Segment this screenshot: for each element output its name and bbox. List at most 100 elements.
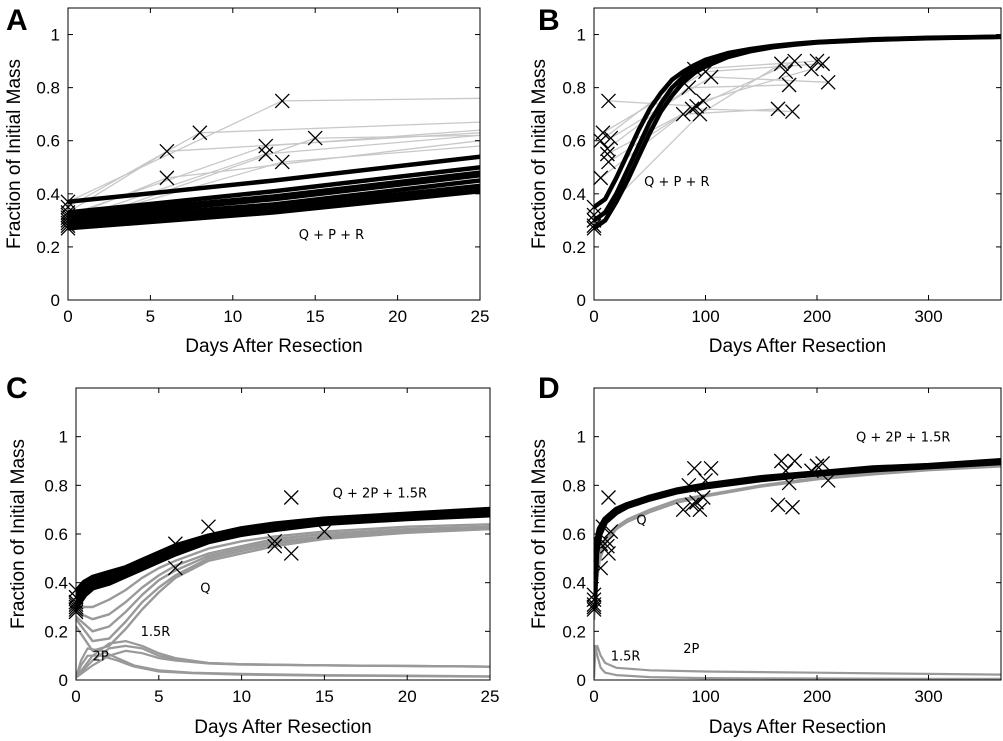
model-fit-line [68, 170, 480, 218]
y-tick-label: 0.6 [562, 525, 586, 544]
data-point-marker [167, 560, 183, 576]
data-point-marker [595, 125, 611, 141]
data-trajectory-line [606, 108, 794, 155]
x-tick-label: 300 [914, 687, 942, 706]
y-tick-label: 0.6 [36, 132, 60, 151]
y-tick-label: 0.6 [44, 525, 68, 544]
x-axis-label: Days After Resection [709, 336, 886, 357]
annotation-label: Q + 2P + 1.5R [856, 431, 950, 446]
y-tick-label: 0 [577, 671, 586, 690]
data-point-marker [684, 497, 700, 513]
data-point-marker [267, 538, 283, 554]
data-point-marker [820, 74, 836, 90]
data-point-marker [692, 502, 708, 518]
panel-a: 0 5 10 15 20 25 0 0.2 0.4 0.6 0.8 1 Days After Resec… [4, 4, 489, 357]
series-1-5r-line [76, 640, 490, 679]
data-point-marker [820, 473, 836, 488]
x-tick-label: 200 [803, 687, 831, 706]
data-point-marker [167, 536, 183, 552]
data-point-marker [283, 490, 299, 505]
series-2p-line [76, 654, 490, 679]
data-point-marker [681, 477, 697, 493]
data-point-marker [698, 473, 713, 488]
data-point-marker [703, 460, 719, 476]
x-tick-label: 100 [691, 307, 719, 326]
y-tick-label: 0.4 [562, 185, 586, 204]
data-point-marker [601, 93, 616, 109]
data-point-marker [159, 143, 175, 159]
data-point-marker [689, 494, 705, 510]
y-tick-label: 1 [577, 428, 586, 447]
series-q-line [76, 527, 490, 652]
data-point-marker [593, 170, 609, 186]
y-tick-label: 0 [59, 671, 68, 690]
y-axis-label: Fraction of Initial Mass [529, 59, 550, 249]
annotation-label: Q [200, 581, 210, 596]
x-tick-label: 300 [914, 307, 942, 326]
data-point-marker [201, 519, 216, 535]
y-tick-label: 0.8 [562, 79, 586, 98]
y-tick-label: 0.2 [562, 238, 586, 257]
y-tick-label: 0.4 [36, 185, 60, 204]
data-point-marker [675, 502, 691, 518]
x-tick-label: 200 [803, 307, 831, 326]
data-point-marker [601, 546, 616, 561]
model-fit-line [68, 188, 480, 231]
data-point-marker [192, 125, 208, 141]
data-point-marker [675, 106, 691, 122]
model-fit-line [68, 165, 480, 215]
y-tick-label: 0.8 [562, 476, 586, 495]
data-point-marker [686, 460, 702, 476]
x-tick-label: 0 [589, 307, 598, 326]
data-point-marker [803, 61, 819, 77]
annotation-label: 1.5R [611, 650, 641, 665]
annotation-label: 2P [683, 642, 699, 657]
annotation-label: 2P [93, 650, 109, 665]
x-tick-label: 0 [63, 307, 72, 326]
panel-letter: C [6, 372, 28, 405]
x-tick-label: 25 [481, 687, 500, 706]
data-point-marker [773, 453, 789, 469]
x-tick-label: 10 [232, 687, 251, 706]
y-tick-label: 0.8 [44, 476, 68, 495]
data-point-marker [778, 64, 794, 80]
plot-area [594, 34, 1001, 231]
axes-box [75, 387, 491, 681]
data-point-marker [307, 130, 323, 146]
x-tick-label: 0 [71, 687, 80, 706]
annotation-label: Q + 2P + 1.5R [333, 487, 427, 502]
x-tick-label: 20 [398, 687, 417, 706]
data-point-marker [692, 106, 708, 122]
y-tick-label: 1 [577, 26, 586, 45]
annotation-label: 1.5R [141, 625, 171, 640]
series-1-5r-line [76, 644, 490, 679]
total-fit-line [76, 511, 490, 610]
data-point-marker [770, 497, 786, 513]
y-tick-label: 1 [59, 428, 68, 447]
y-tick-label: 0.2 [562, 622, 586, 641]
data-point-marker [599, 533, 615, 549]
x-axis-label: Days After Resection [194, 717, 371, 738]
x-tick-label: 25 [471, 307, 490, 326]
data-point-marker [809, 458, 825, 474]
annotation-label: Q + P + R [299, 228, 364, 243]
y-tick-label: 0.4 [562, 574, 586, 593]
model-fit-line [68, 183, 480, 226]
data-point-marker [601, 490, 616, 505]
panel-letter: B [538, 4, 560, 37]
series-q-line [594, 465, 1001, 621]
data-point-marker [773, 56, 789, 72]
data-point-marker [603, 130, 619, 146]
data-point-marker [689, 98, 705, 114]
panel-letter: A [6, 4, 28, 37]
data-point-marker [809, 53, 825, 69]
y-tick-label: 0.2 [44, 622, 68, 641]
x-tick-label: 100 [691, 687, 719, 706]
axes-box [67, 7, 481, 301]
series-q-line [76, 527, 490, 643]
axes-box [593, 7, 1002, 301]
model-fit-line [68, 186, 480, 228]
data-point-marker [258, 138, 274, 154]
data-point-marker [603, 524, 619, 540]
